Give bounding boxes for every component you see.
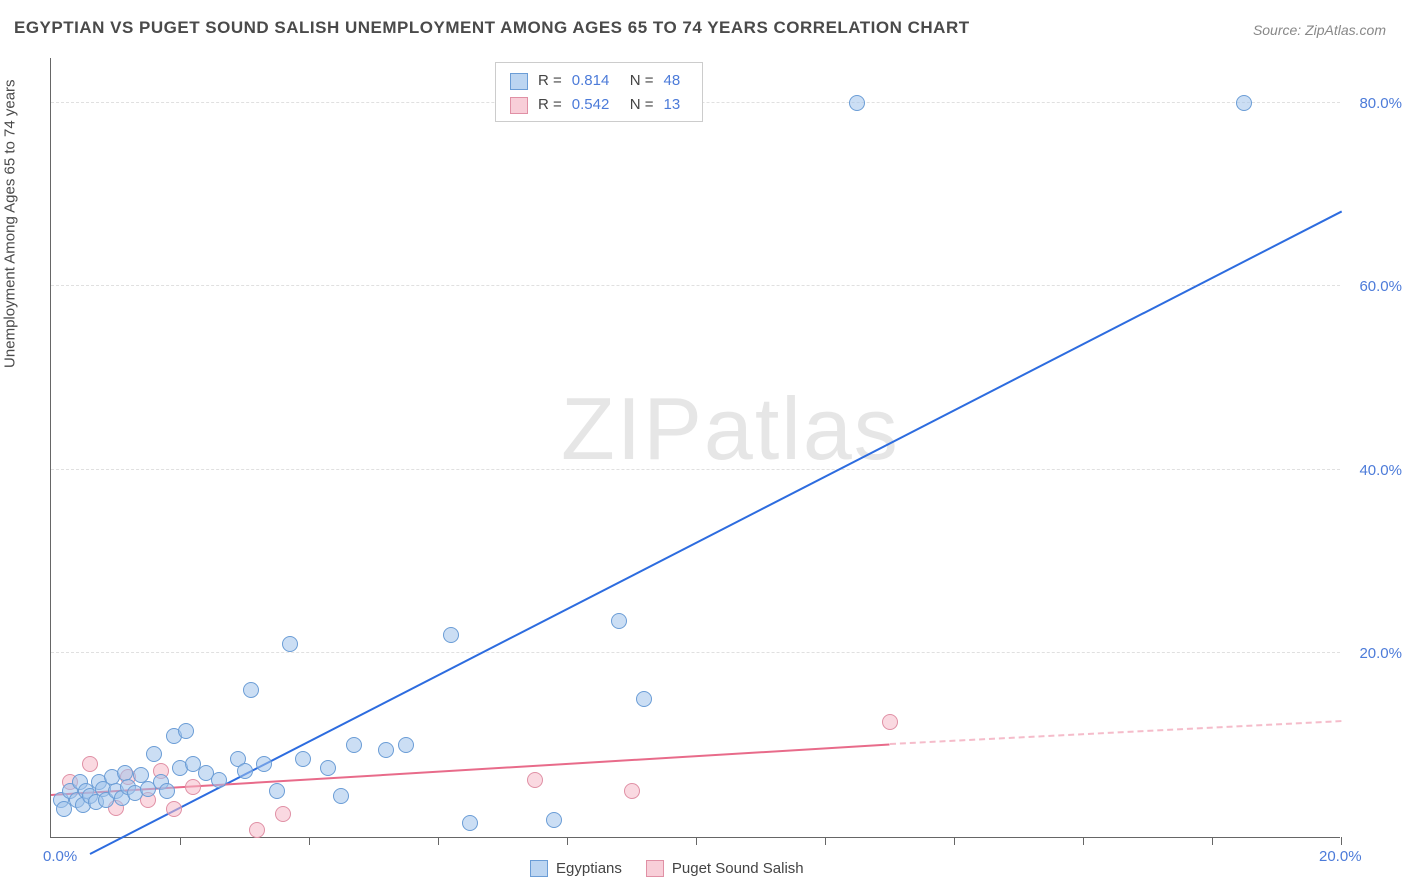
data-point-salish <box>249 822 265 838</box>
data-point-egyptians <box>269 783 285 799</box>
plot-area: ZIPatlas 20.0%40.0%60.0%80.0%0.0%20.0% <box>50 58 1340 838</box>
y-tick-label: 40.0% <box>1359 462 1402 479</box>
data-point-salish <box>527 772 543 788</box>
legend-r-label: R = <box>538 69 562 93</box>
legend-label: Egyptians <box>556 860 622 877</box>
data-point-egyptians <box>237 763 253 779</box>
data-point-egyptians <box>333 788 349 804</box>
data-point-egyptians <box>256 756 272 772</box>
data-point-salish <box>624 783 640 799</box>
x-tick <box>1212 837 1213 845</box>
x-tick-label: 0.0% <box>43 848 77 865</box>
legend-n-label: N = <box>630 93 654 117</box>
source-attribution: Source: ZipAtlas.com <box>1253 22 1386 38</box>
y-axis-label: Unemployment Among Ages 65 to 74 years <box>2 79 19 368</box>
data-point-egyptians <box>636 691 652 707</box>
data-point-salish <box>82 756 98 772</box>
gridline-horizontal <box>51 469 1340 470</box>
data-point-egyptians <box>243 682 259 698</box>
series-legend: Egyptians Puget Sound Salish <box>530 860 804 877</box>
legend-swatch <box>530 860 548 877</box>
data-point-egyptians <box>849 95 865 111</box>
x-tick <box>1083 837 1084 845</box>
legend-n-label: N = <box>630 69 654 93</box>
correlation-legend: R = 0.814 N = 48 R = 0.542 N = 13 <box>495 62 703 122</box>
x-tick <box>438 837 439 845</box>
y-tick-label: 20.0% <box>1359 645 1402 662</box>
legend-row: R = 0.542 N = 13 <box>510 93 688 117</box>
chart-title: EGYPTIAN VS PUGET SOUND SALISH UNEMPLOYM… <box>14 18 970 38</box>
legend-n-value: 48 <box>664 69 688 93</box>
data-point-egyptians <box>178 723 194 739</box>
x-tick <box>567 837 568 845</box>
legend-r-label: R = <box>538 93 562 117</box>
y-tick-label: 80.0% <box>1359 95 1402 112</box>
legend-swatch <box>646 860 664 877</box>
gridline-horizontal <box>51 652 1340 653</box>
data-point-egyptians <box>462 815 478 831</box>
data-point-egyptians <box>133 767 149 783</box>
x-tick <box>180 837 181 845</box>
data-point-egyptians <box>211 772 227 788</box>
legend-label: Puget Sound Salish <box>672 860 804 877</box>
data-point-salish <box>166 801 182 817</box>
legend-r-value: 0.542 <box>572 93 620 117</box>
data-point-salish <box>882 714 898 730</box>
x-tick <box>954 837 955 845</box>
data-point-egyptians <box>443 627 459 643</box>
x-tick-label: 20.0% <box>1319 848 1362 865</box>
legend-item: Puget Sound Salish <box>646 860 804 877</box>
legend-swatch <box>510 97 528 114</box>
y-tick-label: 60.0% <box>1359 278 1402 295</box>
trendline-salish-extrapolated <box>889 720 1341 745</box>
data-point-egyptians <box>159 783 175 799</box>
legend-item: Egyptians <box>530 860 622 877</box>
legend-r-value: 0.814 <box>572 69 620 93</box>
data-point-egyptians <box>378 742 394 758</box>
legend-n-value: 13 <box>664 93 688 117</box>
data-point-egyptians <box>346 737 362 753</box>
gridline-horizontal <box>51 285 1340 286</box>
data-point-egyptians <box>295 751 311 767</box>
x-tick <box>309 837 310 845</box>
x-tick <box>825 837 826 845</box>
data-point-egyptians <box>282 636 298 652</box>
legend-swatch <box>510 73 528 90</box>
x-tick <box>1341 837 1342 845</box>
data-point-salish <box>185 779 201 795</box>
data-point-egyptians <box>320 760 336 776</box>
data-point-salish <box>275 806 291 822</box>
data-point-egyptians <box>146 746 162 762</box>
data-point-egyptians <box>546 812 562 828</box>
data-point-egyptians <box>611 613 627 629</box>
x-tick <box>696 837 697 845</box>
data-point-egyptians <box>398 737 414 753</box>
data-point-egyptians <box>1236 95 1252 111</box>
legend-row: R = 0.814 N = 48 <box>510 69 688 93</box>
trendline-egyptians <box>89 211 1341 855</box>
